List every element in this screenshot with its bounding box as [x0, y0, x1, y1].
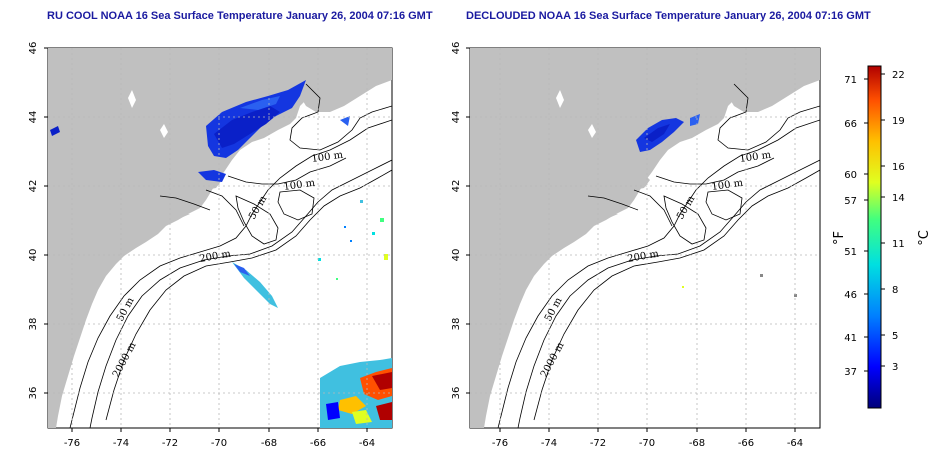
- right-graticule: [470, 48, 820, 428]
- right-map-panel: 100 m 100 m 50 m 200 m 50 m 2000 m -76 -…: [451, 42, 821, 449]
- colorbar-c-tick: 22: [892, 70, 905, 81]
- left-lat-tick: 44: [28, 111, 39, 124]
- right-lat-tick: 46: [451, 42, 462, 55]
- left-lon-tick: -64: [359, 438, 375, 449]
- left-map-title: RU COOL NOAA 16 Sea Surface Temperature …: [47, 10, 433, 22]
- colorbar-celsius-label: °C: [917, 230, 932, 246]
- left-lat-tick: 40: [28, 249, 39, 262]
- colorbar-f-tick: 41: [844, 333, 857, 344]
- left-nova-scotia: [300, 54, 392, 112]
- right-lon-tick: -68: [689, 438, 705, 449]
- left-lat-tick: 42: [28, 180, 39, 193]
- colorbar-c-tick: 5: [892, 331, 898, 342]
- right-lat-tick: 38: [451, 318, 462, 331]
- right-lon-tick: -70: [639, 438, 655, 449]
- left-map-panel: 100 m 100 m 50 m 200 m 50 m 2000 m -76 -…: [28, 42, 393, 449]
- right-contour-label: 100 m: [711, 178, 744, 193]
- left-contour-label: 100 m: [311, 150, 344, 165]
- right-lon-tick: -66: [738, 438, 754, 449]
- left-lon-tick: -68: [261, 438, 277, 449]
- right-lon-tick: -74: [541, 438, 557, 449]
- right-lat-tick: 42: [451, 180, 462, 193]
- colorbar-c-tick: 14: [892, 193, 905, 204]
- right-lon-tick: -72: [590, 438, 606, 449]
- left-lat-tick: 36: [28, 387, 39, 400]
- colorbar-c-tick: 16: [892, 162, 905, 173]
- right-contour-label: 100 m: [739, 150, 772, 165]
- right-lat-tick: 40: [451, 249, 462, 262]
- right-nova-scotia: [728, 54, 820, 112]
- colorbar-f-tick: 71: [844, 75, 857, 86]
- right-sst-data: [636, 114, 797, 297]
- left-contour-label: 100 m: [283, 178, 316, 193]
- right-axis-ticks: [466, 47, 796, 432]
- colorbar-c-tick: 8: [892, 285, 898, 296]
- left-lat-tick: 38: [28, 318, 39, 331]
- left-bathymetry-contours: [69, 83, 392, 428]
- right-lat-tick: 36: [451, 387, 462, 400]
- left-lon-tick: -76: [64, 438, 80, 449]
- left-lon-tick: -74: [113, 438, 129, 449]
- left-sst-data: [50, 80, 392, 428]
- colorbar-f-tick: 51: [844, 247, 857, 258]
- left-lon-tick: -66: [310, 438, 326, 449]
- colorbar-gradient: [867, 65, 882, 409]
- left-lon-tick: -72: [162, 438, 178, 449]
- right-lat-tick: 44: [451, 111, 462, 124]
- left-axis-ticks: [44, 47, 368, 432]
- left-lat-tick: 46: [28, 42, 39, 55]
- left-graticule: [48, 48, 392, 428]
- colorbar-fahrenheit-label: °F: [832, 231, 847, 245]
- right-lon-tick: -76: [492, 438, 508, 449]
- right-map-title: DECLOUDED NOAA 16 Sea Surface Temperatur…: [466, 10, 871, 22]
- colorbar-f-tick: 57: [844, 196, 857, 207]
- right-lon-tick: -64: [787, 438, 803, 449]
- right-land: [470, 48, 820, 428]
- right-bathymetry-contours: [497, 83, 820, 428]
- colorbar-f-tick: 46: [844, 290, 857, 301]
- colorbar-c-tick: 11: [892, 239, 905, 250]
- colorbar-f-tick: 66: [844, 119, 857, 130]
- colorbar-f-tick: 37: [844, 367, 857, 378]
- colorbar-c-tick: 3: [892, 362, 898, 373]
- left-lon-tick: -70: [211, 438, 227, 449]
- left-land: [48, 48, 392, 428]
- colorbar-c-tick: 19: [892, 116, 905, 127]
- colorbar-f-tick: 60: [844, 170, 857, 181]
- colorbar: 71 66 60 57 51 46 41 37 22 19 16 14 11 8…: [832, 65, 932, 409]
